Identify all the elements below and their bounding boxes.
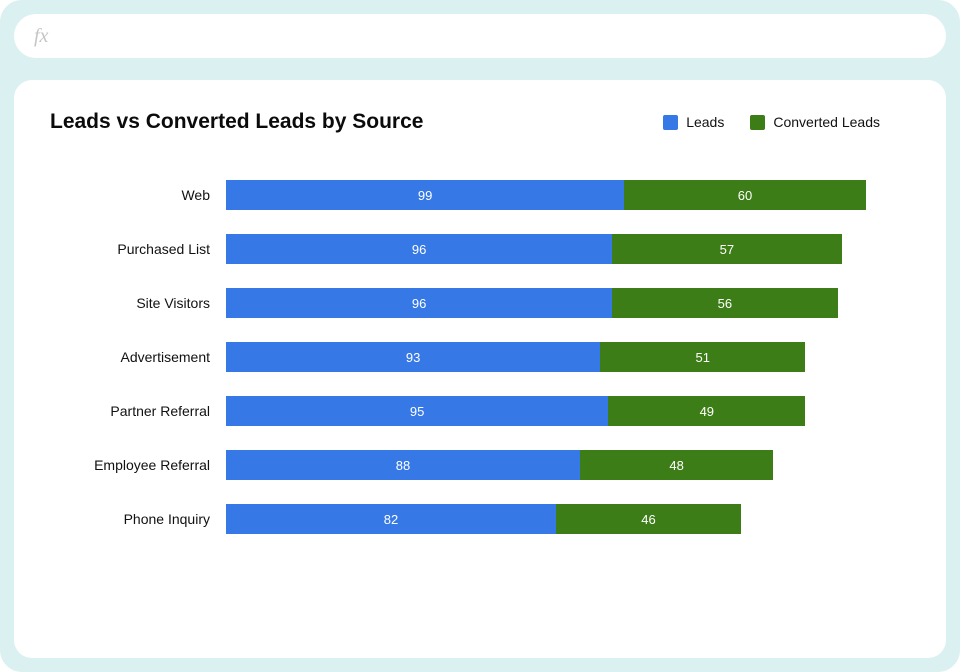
- bar-segment-leads[interactable]: 82: [226, 504, 556, 534]
- bar-segment-converted[interactable]: 46: [556, 504, 741, 534]
- legend-label-leads: Leads: [686, 114, 724, 130]
- bar-segment-leads[interactable]: 99: [226, 180, 624, 210]
- chart-card: Leads vs Converted Leads by Source Leads…: [14, 80, 946, 658]
- bar-value-label: 51: [696, 350, 710, 365]
- bar-value-label: 46: [641, 512, 655, 527]
- legend-swatch-leads: [663, 115, 678, 130]
- bar-segment-converted[interactable]: 51: [600, 342, 805, 372]
- bar-value-label: 99: [418, 188, 432, 203]
- chart-row: Web 99 60: [50, 168, 910, 222]
- bar-value-label: 93: [406, 350, 420, 365]
- row-label: Site Visitors: [50, 295, 226, 311]
- bar-track: 95 49: [226, 396, 910, 426]
- bar-track: 99 60: [226, 180, 910, 210]
- bar-track: 82 46: [226, 504, 910, 534]
- row-label: Purchased List: [50, 241, 226, 257]
- bar-segment-converted[interactable]: 60: [624, 180, 865, 210]
- row-label: Advertisement: [50, 349, 226, 365]
- bar-track: 96 57: [226, 234, 910, 264]
- fx-icon: fx: [34, 25, 48, 48]
- chart-row: Purchased List 96 57: [50, 222, 910, 276]
- bar-segment-leads[interactable]: 93: [226, 342, 600, 372]
- bar-value-label: 48: [669, 458, 683, 473]
- legend-swatch-converted: [750, 115, 765, 130]
- bar-segment-leads[interactable]: 96: [226, 234, 612, 264]
- legend-label-converted: Converted Leads: [773, 114, 880, 130]
- chart-title: Leads vs Converted Leads by Source: [50, 110, 423, 134]
- row-label: Employee Referral: [50, 457, 226, 473]
- bar-segment-converted[interactable]: 49: [608, 396, 805, 426]
- outer-panel: fx Leads vs Converted Leads by Source Le…: [0, 0, 960, 672]
- bar-value-label: 95: [410, 404, 424, 419]
- chart-row: Phone Inquiry 82 46: [50, 492, 910, 546]
- bar-value-label: 60: [738, 188, 752, 203]
- legend-item-leads: Leads: [663, 114, 724, 130]
- chart-row: Site Visitors 96 56: [50, 276, 910, 330]
- bar-segment-converted[interactable]: 57: [612, 234, 841, 264]
- bar-track: 93 51: [226, 342, 910, 372]
- chart-row: Employee Referral 88 48: [50, 438, 910, 492]
- bar-segment-converted[interactable]: 48: [580, 450, 773, 480]
- bar-segment-leads[interactable]: 95: [226, 396, 608, 426]
- chart-body: Web9960Purchased List9657Site Visitors96…: [50, 168, 910, 546]
- bar-segment-converted[interactable]: 56: [612, 288, 837, 318]
- bar-track: 96 56: [226, 288, 910, 318]
- chart-row: Partner Referral 95 49: [50, 384, 910, 438]
- row-label: Partner Referral: [50, 403, 226, 419]
- chart-legend: Leads Converted Leads: [663, 114, 880, 130]
- bar-segment-leads[interactable]: 96: [226, 288, 612, 318]
- bar-value-label: 57: [720, 242, 734, 257]
- legend-item-converted: Converted Leads: [750, 114, 880, 130]
- bar-value-label: 96: [412, 296, 426, 311]
- bar-track: 88 48: [226, 450, 910, 480]
- bar-value-label: 82: [384, 512, 398, 527]
- chart-header: Leads vs Converted Leads by Source Leads…: [50, 110, 910, 134]
- bar-value-label: 96: [412, 242, 426, 257]
- formula-bar[interactable]: fx: [14, 14, 946, 58]
- bar-value-label: 88: [396, 458, 410, 473]
- chart-row: Advertisement 93 51: [50, 330, 910, 384]
- row-label: Web: [50, 187, 226, 203]
- bar-segment-leads[interactable]: 88: [226, 450, 580, 480]
- bar-value-label: 49: [700, 404, 714, 419]
- row-label: Phone Inquiry: [50, 511, 226, 527]
- bar-value-label: 56: [718, 296, 732, 311]
